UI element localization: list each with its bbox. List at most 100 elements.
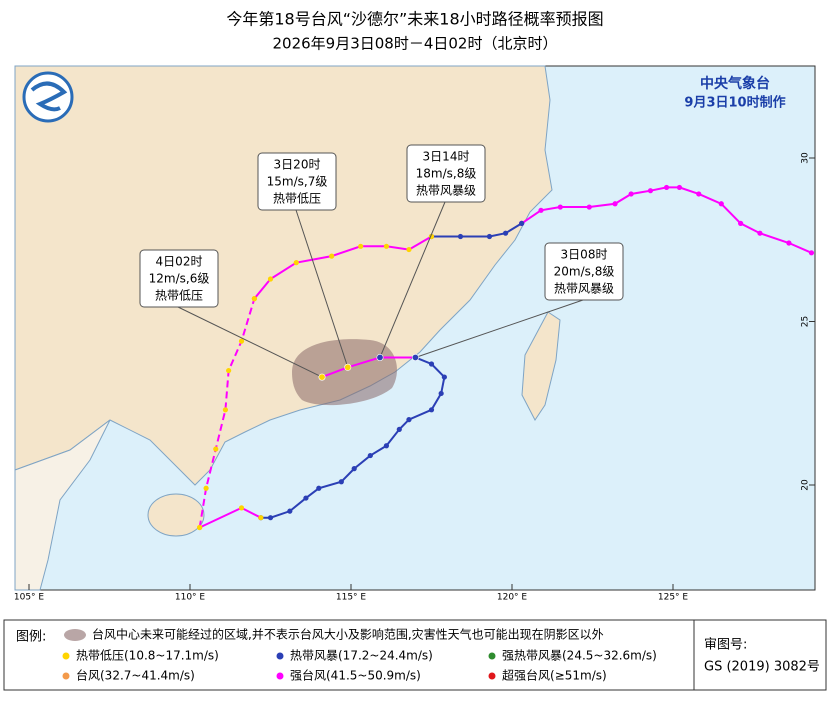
- lat-tick-label: 25: [801, 316, 811, 327]
- legend-swatch: [276, 672, 284, 680]
- callout-time: 4日02时: [156, 255, 203, 269]
- track-point: [586, 204, 592, 210]
- title: 今年第18号台风“沙德尔”未来18小时路径概率预报图: [226, 10, 603, 29]
- review-no: GS (2019) 3082号: [704, 660, 820, 675]
- legend-title: 图例:: [16, 630, 46, 645]
- legend-label: 热带风暴(17.2~24.4m/s): [290, 649, 433, 663]
- track-point: [358, 243, 364, 249]
- track-point: [628, 191, 634, 197]
- track-point: [647, 188, 654, 194]
- track-point: [502, 230, 509, 236]
- track-point: [197, 524, 203, 531]
- lon-tick-label: 105° E: [14, 593, 45, 603]
- callout-wind: 12m/s,6级: [149, 272, 210, 286]
- taiwan: [521, 311, 561, 421]
- track-point: [738, 220, 744, 226]
- lat-tick-label: 20: [801, 479, 811, 491]
- lat-tick-label: 30: [801, 152, 811, 164]
- track-point: [351, 466, 357, 472]
- track-point: [718, 201, 724, 207]
- legend-swatch: [276, 652, 284, 660]
- callout-time: 3日20时: [274, 158, 321, 172]
- track-point: [267, 276, 274, 282]
- callout-time: 3日14时: [423, 150, 470, 164]
- lon-tick-label: 120° E: [497, 593, 528, 603]
- track-point: [383, 243, 390, 249]
- legend-swatch: [488, 672, 496, 680]
- agency: 中央气象台: [700, 75, 770, 92]
- callout-level: 热带风暴级: [554, 282, 614, 296]
- callout-wind: 20m/s,8级: [554, 265, 615, 279]
- track-point: [676, 184, 683, 191]
- callout-leader: [379, 201, 446, 358]
- track-point: [406, 246, 412, 253]
- legend-label: 强热带风暴(24.5~32.6m/s): [502, 649, 657, 663]
- legend-area-swatch: [64, 629, 86, 641]
- callout-leader: [295, 209, 349, 368]
- track-point: [457, 233, 464, 240]
- forecast-point: [318, 373, 326, 381]
- track-point: [251, 296, 257, 302]
- track-point: [338, 479, 344, 485]
- forecast-point: [376, 353, 384, 361]
- track-point: [303, 495, 309, 501]
- lon-tick-label: 125° E: [658, 593, 689, 603]
- track-point: [238, 505, 245, 511]
- track-point: [226, 367, 232, 374]
- callout-level: 热带低压: [273, 192, 321, 206]
- track-point: [222, 407, 229, 413]
- track-point: [287, 508, 293, 514]
- track-line: [260, 356, 446, 519]
- legend-label: 强台风(41.5~50.9m/s): [290, 668, 421, 683]
- review-label: 审图号:: [704, 638, 747, 653]
- legend-label: 热带低压(10.8~17.1m/s): [76, 649, 219, 663]
- track-point: [293, 260, 299, 266]
- legend-swatch: [62, 672, 70, 680]
- forecast-line: [321, 356, 416, 379]
- track-point: [441, 374, 447, 380]
- forecast-point: [344, 363, 352, 371]
- track-point: [383, 443, 390, 449]
- track-point: [519, 220, 525, 226]
- callout-leader: [415, 299, 584, 358]
- lon-tick-label: 115° E: [336, 593, 367, 603]
- track-point: [329, 253, 335, 259]
- track-point: [486, 233, 493, 240]
- callout-time: 3日08时: [561, 248, 608, 262]
- callout-wind: 18m/s,8级: [416, 167, 477, 181]
- callout-wind: 15m/s,7级: [267, 175, 328, 189]
- land-west: [14, 419, 111, 591]
- track-point: [203, 485, 209, 491]
- track-point: [428, 361, 435, 367]
- probability-area: [292, 339, 397, 406]
- track-line: [253, 235, 433, 300]
- legend-label: 台风(32.7~41.4m/s): [76, 668, 195, 683]
- track-point: [406, 417, 412, 423]
- subtitle: 2026年9月3日08时－4日02时（北京时）: [273, 35, 558, 53]
- track-point: [367, 452, 373, 459]
- logo-mark: [30, 81, 68, 112]
- logo: [22, 71, 74, 123]
- forecast-point: [411, 353, 419, 361]
- issued: 9月3日10时制作: [684, 95, 785, 111]
- callout-box: [406, 144, 486, 203]
- legend-label: 超强台风(≥51m/s): [502, 668, 607, 683]
- track-point: [267, 515, 274, 521]
- legend-swatch: [62, 652, 70, 660]
- callout-box: [544, 242, 624, 301]
- track-point: [213, 446, 219, 452]
- track-point: [258, 515, 264, 521]
- callout-box: [139, 249, 219, 308]
- track-point: [663, 184, 670, 191]
- track-point: [612, 201, 618, 207]
- track-point: [316, 485, 322, 491]
- track-point: [808, 250, 815, 256]
- track-point: [786, 240, 792, 246]
- track-point: [396, 426, 402, 433]
- track-point: [557, 204, 563, 210]
- callout-level: 热带低压: [155, 289, 203, 303]
- lon-tick-label: 110° E: [175, 593, 206, 603]
- track-point: [438, 390, 444, 397]
- track-point: [757, 230, 763, 236]
